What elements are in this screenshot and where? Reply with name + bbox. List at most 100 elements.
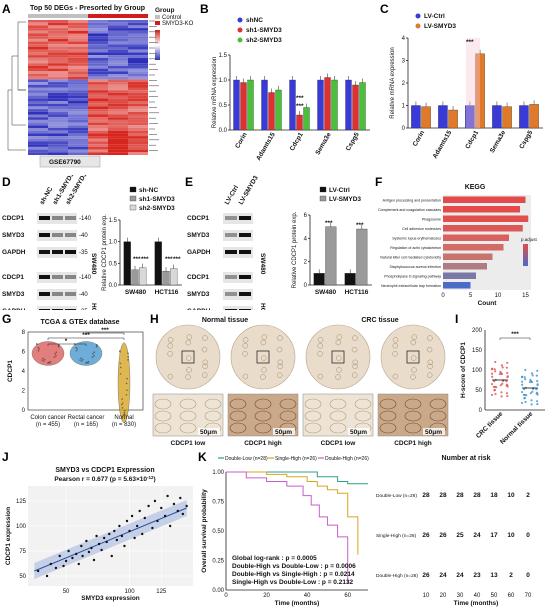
crypt <box>179 410 197 422</box>
heatmap-cell <box>88 28 108 31</box>
crypt <box>204 410 222 422</box>
heatmap-cell <box>88 20 108 23</box>
data-point <box>520 401 524 405</box>
heatmap-cell <box>68 95 88 99</box>
heatmap-cell <box>68 119 88 123</box>
caption: CDCP1 high <box>394 440 432 447</box>
gland <box>352 335 358 341</box>
bar <box>443 225 523 232</box>
crypt <box>304 422 322 434</box>
tissue-core <box>155 324 221 390</box>
data-point <box>127 352 129 355</box>
heatmap-cell <box>88 119 108 123</box>
heatmap-cell <box>68 36 88 39</box>
risk-value: 24 <box>439 572 447 579</box>
gland <box>202 335 208 341</box>
heatmap-cell <box>88 130 108 134</box>
x-tick-label: 10 <box>495 293 502 299</box>
y-tick-label: 1.00 <box>212 470 224 476</box>
bar <box>443 253 493 260</box>
heatmap-cell <box>28 63 48 66</box>
heatmap-cell <box>28 36 48 39</box>
heatmap-cell <box>68 141 88 145</box>
heatmap-cell <box>88 128 108 131</box>
violin <box>69 341 103 366</box>
heatmap-cell <box>48 71 68 74</box>
heatmap-cell <box>48 152 68 155</box>
data-point <box>135 524 139 528</box>
heatmap-cell <box>68 49 88 53</box>
legend-label: shNC <box>246 17 263 24</box>
heatmap-cell <box>68 20 88 23</box>
cell-line-label: SW480 <box>259 253 266 275</box>
data-point <box>123 544 126 548</box>
heatmap-cell <box>128 22 148 26</box>
heatmap-cell <box>48 95 68 99</box>
heatmap-cell <box>108 152 128 155</box>
data-point <box>127 355 129 358</box>
x-tick-label: Sema3e <box>314 131 333 156</box>
data-point <box>44 358 46 361</box>
heatmap-cell <box>28 82 48 85</box>
heatmap-cell <box>68 33 88 37</box>
gland <box>392 337 399 343</box>
gene-labels <box>149 20 159 151</box>
risk-x-tick: 30 <box>457 593 464 599</box>
data-point <box>147 504 150 508</box>
data-point <box>491 375 494 378</box>
zoom-box <box>181 350 195 364</box>
heatmap-cell <box>48 76 68 80</box>
data-point <box>62 564 65 568</box>
heatmap-cell <box>48 65 68 69</box>
bar <box>131 269 139 286</box>
heatmap-cell <box>68 65 88 69</box>
bar <box>154 241 162 286</box>
heatmap-cell <box>128 68 148 72</box>
heatmap-cell <box>88 84 108 88</box>
data-point <box>536 379 539 383</box>
risk-value: 17 <box>490 532 498 539</box>
stat-line: Double-High vs Double-Low : p = 0.0006 <box>232 563 356 570</box>
y-axis-label: Relative mRNA expression <box>212 57 218 128</box>
crypt <box>329 422 347 434</box>
y-tick-label: 4 <box>304 236 308 242</box>
heatmap-cell <box>68 87 88 91</box>
blot-strip <box>223 247 253 258</box>
heatmap-cell <box>128 144 148 147</box>
heatmap-cell <box>88 138 108 142</box>
data-point <box>58 554 61 558</box>
data-point <box>47 361 50 364</box>
data-point <box>493 368 496 371</box>
gland <box>426 372 433 378</box>
data-point <box>54 566 58 570</box>
x-tick-label: SW480 <box>125 289 147 296</box>
data-point <box>494 370 497 373</box>
y-tick-label: 200 <box>472 328 483 334</box>
heatmap-cell <box>48 49 68 53</box>
heatmap-cell <box>68 103 88 107</box>
stat-line: Single-High vs Double-Low : p = 0.2132 <box>232 579 354 586</box>
heatmap-cell <box>88 117 108 120</box>
heatmap-cell <box>28 20 48 23</box>
bar <box>448 109 458 129</box>
bar <box>289 79 296 131</box>
bar <box>443 215 529 222</box>
x-tick-label: HCT116 <box>155 289 179 296</box>
heatmap-cell <box>108 49 128 53</box>
risk-x-tick: 60 <box>508 593 515 599</box>
crypt <box>254 410 272 422</box>
data-point <box>535 388 538 391</box>
gland <box>336 367 342 373</box>
bar <box>170 268 178 286</box>
heatmap-cell <box>108 109 128 112</box>
blot-row-label: GAPDH <box>2 249 26 256</box>
crypt <box>429 398 447 410</box>
blot-band <box>65 250 76 254</box>
heatmap-cell <box>108 20 128 23</box>
heatmap-cell <box>108 65 128 69</box>
heatmap-cell <box>108 63 128 66</box>
heatmap-cell <box>28 98 48 101</box>
bar <box>359 82 366 131</box>
heatmap-cell <box>68 30 88 34</box>
heatmap-cell <box>88 74 108 77</box>
